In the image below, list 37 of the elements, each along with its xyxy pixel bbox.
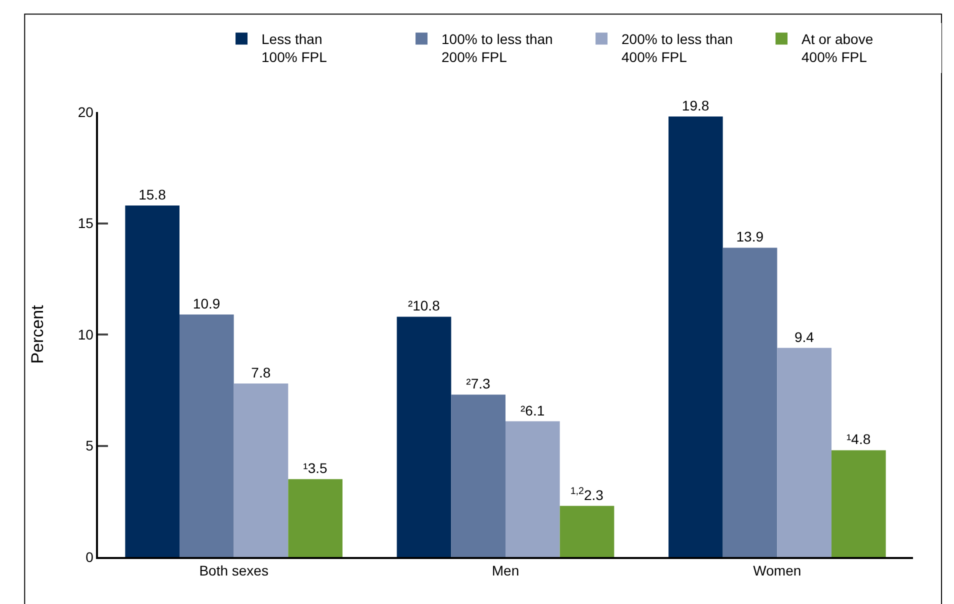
bar — [506, 421, 560, 557]
x-tick-label: Men — [492, 562, 520, 579]
y-tick-label: 0 — [86, 548, 94, 565]
y-tick-label: 10 — [78, 326, 94, 342]
bar — [288, 479, 342, 557]
data-label: ¹4.8 — [846, 431, 871, 448]
bar — [560, 506, 614, 557]
data-label: 7.8 — [251, 364, 271, 380]
data-label: 10.9 — [192, 295, 220, 312]
data-label: ²7.3 — [466, 376, 491, 392]
bar — [777, 348, 832, 557]
data-label: 9.4 — [794, 328, 814, 345]
bar — [396, 316, 452, 557]
x-tick-label: Both sexes — [199, 562, 268, 579]
y-tick-label: 20 — [78, 104, 94, 120]
legend-label: 200% to less than 400% FPL — [622, 31, 733, 66]
bar — [832, 450, 886, 557]
y-tick-label: 15 — [78, 215, 94, 232]
data-label: $^{1,2}$2.3 — [570, 486, 604, 503]
bar — [451, 394, 506, 557]
legend-label: 100% to less than 200% FPL — [442, 31, 553, 66]
data-label: ²10.8 — [408, 298, 440, 314]
bar — [180, 314, 234, 557]
data-label: 19.8 — [682, 97, 710, 114]
data-label: 13.9 — [736, 228, 764, 245]
x-tick-label: Women — [753, 562, 802, 579]
data-label: 15.8 — [138, 186, 166, 202]
y-tick-label: 5 — [86, 438, 94, 454]
bar — [722, 248, 778, 557]
data-label: ²6.1 — [520, 402, 545, 418]
bar — [234, 383, 288, 557]
y-axis-title: Percent — [28, 304, 47, 364]
legend-label: Less than 100% FPL — [262, 31, 328, 66]
bar — [125, 205, 180, 557]
legend-label: At or above 400% FPL — [802, 31, 874, 66]
data-label: ¹3.5 — [303, 460, 328, 476]
bar — [668, 116, 723, 557]
